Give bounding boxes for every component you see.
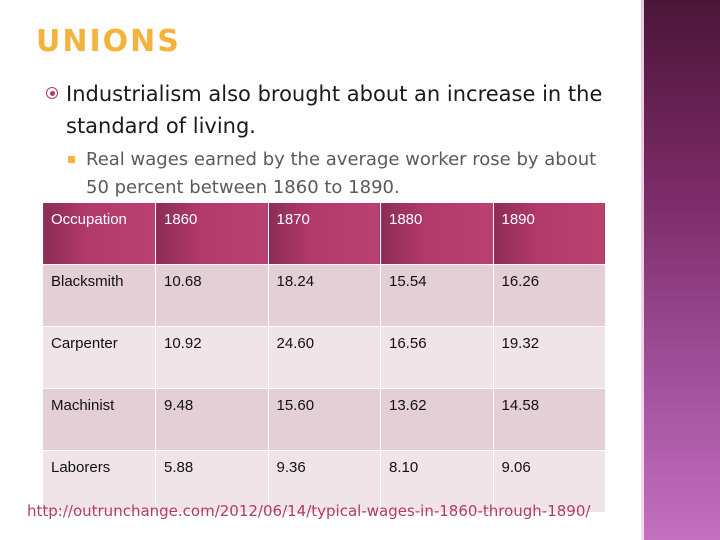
side-decoration-band: [641, 0, 720, 540]
table-cell: 8.10: [380, 450, 494, 513]
table-cell: 16.56: [380, 326, 494, 389]
wages-table: Occupation 1860 1870 1880 1890 Blacksmit…: [42, 202, 606, 513]
main-bullet: Industrialism also brought about an incr…: [46, 78, 606, 142]
header-cell-1880: 1880: [380, 202, 494, 265]
table-cell: 19.32: [492, 326, 606, 389]
table-row: Machinist 9.48 15.60 13.62 14.58: [42, 388, 606, 451]
circled-dot-icon: [46, 87, 58, 99]
table-cell: 10.92: [155, 326, 269, 389]
sub-bullet-text: Real wages earned by the average worker …: [86, 149, 597, 198]
header-cell-occupation: Occupation: [42, 202, 156, 265]
table-cell: 9.48: [155, 388, 269, 451]
table-cell: 10.68: [155, 264, 269, 327]
square-bullet-icon: [68, 156, 75, 163]
table-cell: 24.60: [267, 326, 381, 389]
table-row: Blacksmith 10.68 18.24 15.54 16.26: [42, 264, 606, 327]
table-cell: 15.54: [380, 264, 494, 327]
table-cell: 14.58: [492, 388, 606, 451]
header-cell-1890: 1890: [492, 202, 606, 265]
header-cell-1860: 1860: [155, 202, 269, 265]
table-cell: Laborers: [42, 450, 156, 513]
sub-bullet: Real wages earned by the average worker …: [68, 146, 608, 202]
source-link[interactable]: http://outrunchange.com/2012/06/14/typic…: [27, 502, 591, 520]
table-cell: 15.60: [267, 388, 381, 451]
table-cell: 13.62: [380, 388, 494, 451]
table-row: Carpenter 10.92 24.60 16.56 19.32: [42, 326, 606, 389]
table-cell: 18.24: [267, 264, 381, 327]
table-cell: Carpenter: [42, 326, 156, 389]
table-cell: 16.26: [492, 264, 606, 327]
slide-title: Unions: [36, 24, 181, 59]
header-cell-1870: 1870: [267, 202, 381, 265]
table-cell: Blacksmith: [42, 264, 156, 327]
table-cell: 9.06: [492, 450, 606, 513]
table-cell: 9.36: [267, 450, 381, 513]
table-cell: Machinist: [42, 388, 156, 451]
table-row: Laborers 5.88 9.36 8.10 9.06: [42, 450, 606, 513]
main-bullet-text: Industrialism also brought about an incr…: [66, 82, 603, 138]
table-header-row: Occupation 1860 1870 1880 1890: [42, 202, 606, 265]
